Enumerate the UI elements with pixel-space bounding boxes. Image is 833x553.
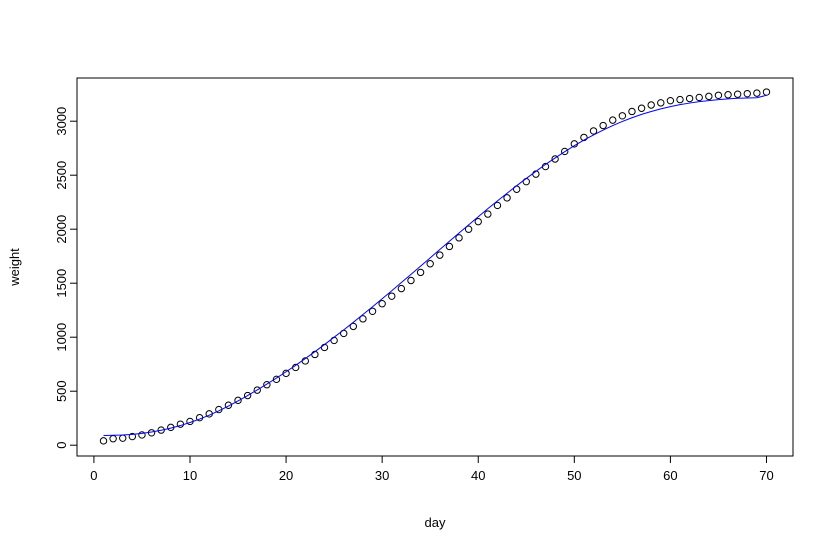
data-point (561, 147, 569, 156)
data-point (503, 194, 511, 202)
x-tick-label: 70 (759, 468, 773, 483)
fit-line (103, 94, 767, 436)
data-point (119, 434, 127, 442)
data-point (243, 391, 252, 400)
data-point (224, 401, 233, 409)
data-point (753, 89, 761, 97)
data-point (128, 432, 137, 441)
data-point (359, 315, 367, 323)
y-tick-label: 2500 (54, 161, 69, 190)
x-tick-label: 40 (471, 468, 485, 483)
data-point (551, 155, 559, 163)
data-point (426, 260, 434, 268)
x-tick-label: 20 (279, 468, 293, 483)
data-point (618, 112, 627, 120)
data-point (685, 94, 694, 103)
data-point (647, 101, 655, 109)
y-tick-label: 500 (54, 380, 69, 402)
x-tick-label: 50 (567, 468, 581, 483)
data-point (705, 92, 713, 101)
x-tick-label: 60 (663, 468, 677, 483)
y-axis-label: weight (7, 248, 22, 287)
data-point (138, 431, 146, 439)
x-tick-label: 10 (183, 468, 197, 483)
data-point (464, 225, 473, 233)
data-point (455, 234, 463, 242)
data-point (733, 90, 742, 98)
data-point (234, 396, 242, 405)
data-point (368, 307, 377, 315)
data-point (263, 381, 271, 389)
data-point (378, 300, 386, 308)
data-point (666, 96, 675, 105)
data-point (609, 116, 617, 124)
data-point (272, 375, 281, 384)
data-point (388, 292, 396, 300)
x-tick-label: 0 (90, 468, 97, 483)
data-point (714, 91, 723, 99)
data-point (637, 104, 646, 112)
data-point (589, 127, 598, 135)
data-point (109, 435, 117, 443)
data-point (99, 437, 108, 445)
data-point (657, 99, 665, 107)
data-point (474, 217, 482, 226)
y-tick-label: 2000 (54, 215, 69, 244)
y-tick-label: 3000 (54, 107, 69, 136)
data-point (416, 268, 425, 277)
data-point (743, 89, 751, 98)
data-point (445, 242, 454, 251)
data-point (599, 121, 607, 130)
plot-box (76, 77, 794, 457)
y-tick-label: 1500 (54, 269, 69, 298)
y-tick-label: 1000 (54, 323, 69, 352)
data-point (484, 210, 492, 218)
data-point (436, 251, 444, 259)
data-point (320, 343, 329, 352)
data-point (407, 276, 415, 285)
data-point (762, 88, 771, 96)
data-point (628, 107, 636, 116)
data-point (493, 201, 502, 210)
data-point (522, 177, 530, 186)
data-point (724, 91, 732, 99)
data-point (330, 336, 338, 345)
x-axis-label: day (425, 515, 446, 530)
y-tick-label: 0 (54, 442, 69, 449)
data-point (397, 284, 406, 293)
data-point (349, 322, 358, 331)
data-point (695, 93, 703, 102)
x-tick-label: 30 (375, 468, 389, 483)
data-point (676, 95, 684, 104)
data-point (253, 386, 261, 394)
